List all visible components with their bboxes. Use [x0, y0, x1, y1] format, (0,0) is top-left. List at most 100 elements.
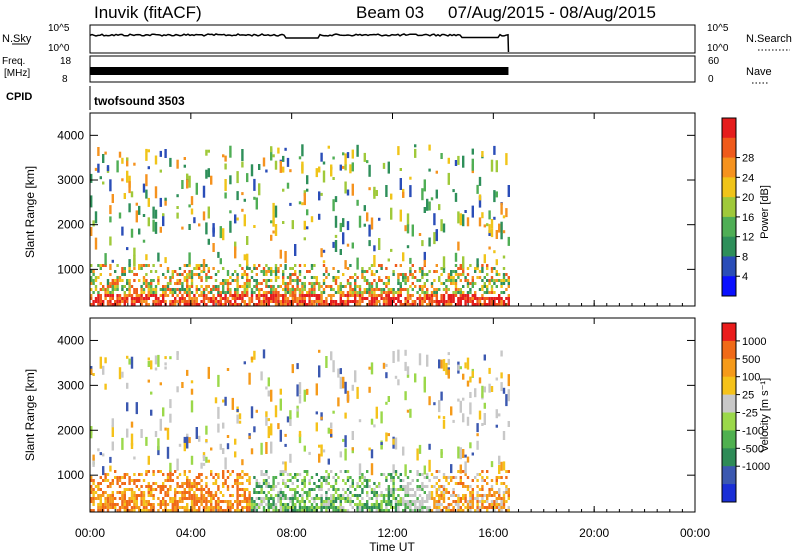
data-cell [416, 473, 419, 476]
data-cell [366, 479, 369, 482]
data-cell [111, 482, 114, 485]
data-cell [195, 288, 198, 291]
data-cell [385, 285, 388, 288]
data-cell [270, 279, 273, 282]
data-cell [253, 178, 256, 191]
data-cell [236, 491, 239, 494]
data-cell [378, 300, 381, 303]
data-cell [318, 282, 321, 285]
data-cell [214, 288, 218, 291]
data-cell [498, 223, 501, 233]
data-cell [114, 497, 117, 500]
data-cell [241, 297, 244, 300]
data-cell [483, 300, 486, 303]
data-cell [212, 482, 215, 485]
data-cell [447, 352, 450, 356]
data-cell [243, 273, 246, 276]
data-cell [399, 500, 402, 503]
data-cell [238, 413, 242, 420]
data-cell [128, 279, 131, 282]
data-cell [138, 279, 141, 282]
data-cell [270, 423, 273, 436]
data-cell [476, 303, 479, 306]
data-cell [226, 506, 230, 509]
data-cell [121, 279, 124, 282]
data-cell [248, 297, 251, 300]
data-cell [303, 491, 306, 494]
data-cell [490, 297, 494, 300]
data-cell [222, 282, 225, 285]
data-cell [409, 185, 412, 198]
data-cell [351, 485, 354, 488]
data-cell [260, 371, 263, 381]
data-cell [140, 491, 143, 494]
data-cell [258, 503, 261, 506]
data-cell [474, 303, 477, 306]
data-cell [255, 485, 258, 488]
data-cell [224, 291, 227, 294]
data-cell [476, 440, 479, 450]
data-cell [438, 359, 441, 369]
data-cell [502, 503, 506, 506]
data-cell [435, 470, 438, 473]
data-cell [330, 294, 333, 297]
data-cell [121, 371, 124, 378]
data-cell [363, 476, 366, 479]
data-cell [92, 270, 95, 273]
data-cell [234, 214, 237, 224]
data-cell [164, 276, 167, 279]
data-cell [277, 509, 280, 512]
data-cell [505, 279, 508, 282]
data-cell [318, 497, 321, 500]
data-cell [229, 294, 232, 297]
data-cell [262, 157, 266, 167]
data-cell [325, 356, 328, 368]
data-cell [181, 273, 184, 276]
data-cell [282, 294, 285, 297]
data-cell [483, 224, 486, 228]
data-cell [476, 473, 479, 476]
data-cell [303, 300, 306, 303]
data-cell [255, 503, 258, 506]
data-cell [195, 482, 198, 485]
data-cell [109, 506, 112, 509]
data-cell [289, 506, 292, 509]
data-cell [260, 488, 263, 491]
data-cell [195, 509, 198, 512]
data-cell [447, 297, 450, 300]
data-cell [370, 288, 374, 291]
data-cell [210, 447, 213, 451]
data-cell [193, 479, 196, 482]
data-cell [286, 300, 290, 303]
data-cell [183, 288, 186, 291]
data-cell [154, 285, 158, 288]
data-cell [181, 285, 184, 288]
data-cell [183, 291, 186, 294]
data-cell [164, 149, 167, 158]
data-cell [90, 497, 93, 500]
data-cell [205, 294, 208, 297]
data-cell [406, 488, 410, 491]
data-cell [370, 270, 374, 273]
data-cell [435, 506, 438, 509]
data-cell [121, 157, 124, 164]
data-cell [476, 297, 479, 300]
data-cell [219, 294, 222, 297]
data-cell [481, 151, 484, 157]
data-cell [270, 300, 273, 303]
data-cell [126, 402, 129, 412]
data-cell [462, 470, 465, 473]
data-cell [212, 285, 215, 288]
data-cell [181, 500, 184, 503]
data-cell [121, 494, 124, 497]
data-cell [270, 273, 273, 276]
data-cell [390, 476, 393, 479]
data-cell [375, 406, 378, 419]
data-cell [222, 422, 225, 429]
data-cell [145, 500, 148, 503]
data-cell [464, 210, 467, 213]
data-cell [390, 494, 393, 497]
data-cell [322, 479, 326, 482]
data-cell [145, 297, 148, 300]
data-cell [212, 288, 215, 291]
